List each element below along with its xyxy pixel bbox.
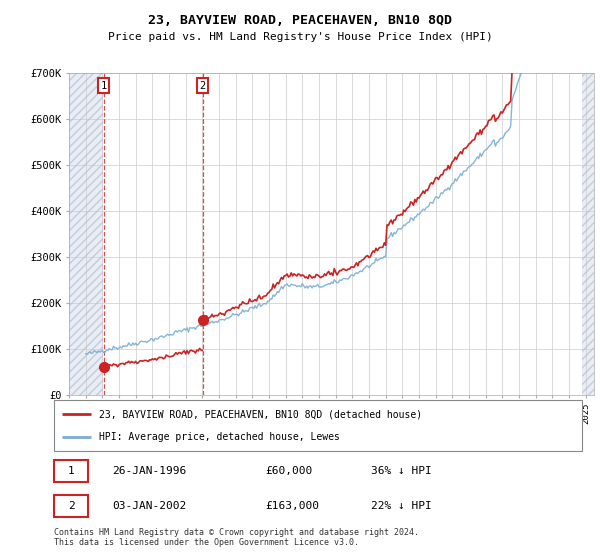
Bar (69, 73, 103, 395)
Text: 22% ↓ HPI: 22% ↓ HPI (371, 501, 431, 511)
Text: 26-JAN-1996: 26-JAN-1996 (112, 466, 187, 476)
Text: 1: 1 (100, 81, 107, 91)
Text: 36% ↓ HPI: 36% ↓ HPI (371, 466, 431, 476)
Text: 1: 1 (68, 466, 74, 476)
Text: 03-JAN-2002: 03-JAN-2002 (112, 501, 187, 511)
FancyBboxPatch shape (54, 495, 88, 517)
Text: Price paid vs. HM Land Registry's House Price Index (HPI): Price paid vs. HM Land Registry's House … (107, 32, 493, 43)
Text: HPI: Average price, detached house, Lewes: HPI: Average price, detached house, Lewe… (99, 432, 340, 442)
Text: 2: 2 (199, 81, 206, 91)
Text: 2: 2 (68, 501, 74, 511)
Text: £60,000: £60,000 (265, 466, 313, 476)
Text: 23, BAYVIEW ROAD, PEACEHAVEN, BN10 8QD (detached house): 23, BAYVIEW ROAD, PEACEHAVEN, BN10 8QD (… (99, 409, 422, 419)
Bar (581, 73, 594, 395)
Text: £163,000: £163,000 (265, 501, 319, 511)
FancyBboxPatch shape (54, 400, 582, 451)
Text: 23, BAYVIEW ROAD, PEACEHAVEN, BN10 8QD: 23, BAYVIEW ROAD, PEACEHAVEN, BN10 8QD (148, 14, 452, 27)
Text: Contains HM Land Registry data © Crown copyright and database right 2024.
This d: Contains HM Land Registry data © Crown c… (54, 528, 419, 547)
Bar (69, 73, 103, 395)
FancyBboxPatch shape (54, 460, 88, 482)
Bar (581, 73, 594, 395)
